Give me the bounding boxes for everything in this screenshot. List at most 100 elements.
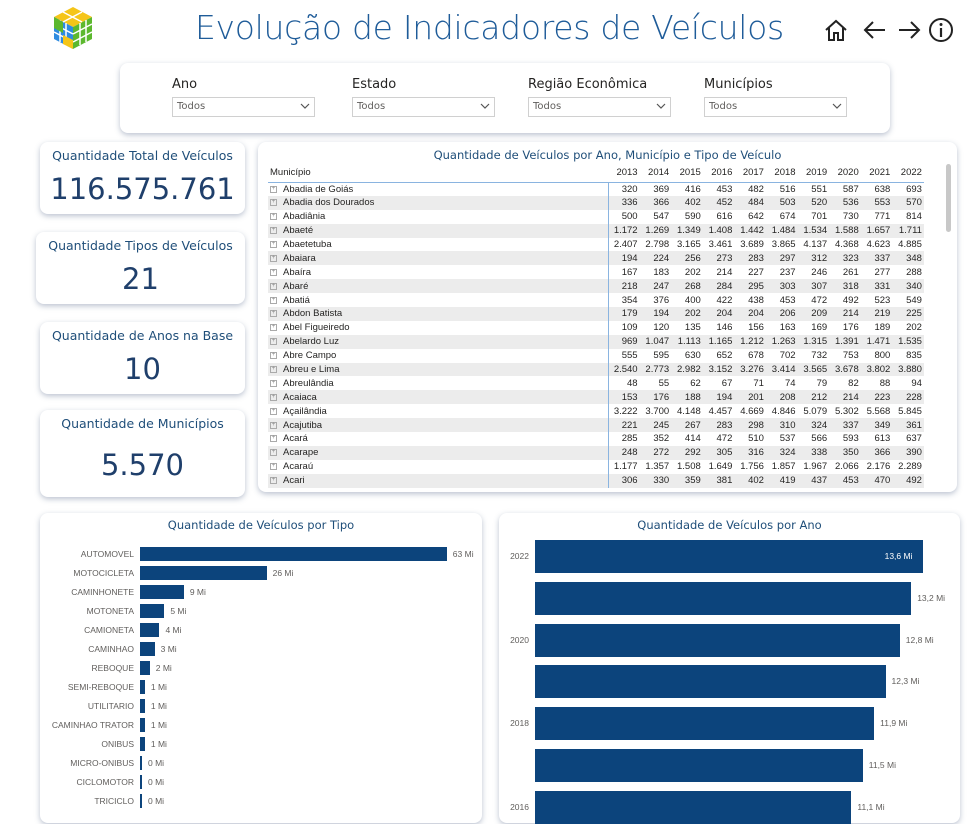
bar-value-label: 1 Mi [150,720,167,730]
arrow-right-icon[interactable] [895,16,923,44]
bar-value-label: 0 Mi [148,758,165,768]
bar[interactable] [535,707,875,741]
value-cell: 3.276 [734,362,766,377]
expand-icon[interactable]: + [270,296,277,304]
value-cell: 4.457 [708,405,733,417]
value-cell: 376 [653,294,670,306]
value-cell: 62 [690,377,701,389]
value-cell: 237 [779,266,796,278]
value-cell: 285 [621,433,638,445]
bar[interactable] [140,547,447,561]
expand-icon[interactable]: + [270,199,277,207]
filter-estado: Estado Todos [352,77,522,117]
municipio-name: Abatiá [283,294,310,306]
column-header-year[interactable]: 2014 [639,164,672,183]
column-header-year[interactable]: 2019 [797,164,830,183]
value-cell: 732 [811,350,828,362]
table-row: + Abel Figueiredo 109 120 135 146 156 163 169 176… [268,320,924,335]
value-cell: 3.565 [797,362,830,377]
expand-icon[interactable]: + [270,449,277,457]
column-header-year[interactable]: 2018 [765,164,798,183]
value-cell: 272 [639,445,672,460]
bar[interactable] [140,585,184,599]
expand-icon[interactable]: + [270,379,277,387]
expand-icon[interactable]: + [270,366,277,373]
value-cell: 3.802 [860,362,893,377]
value-cell: 67 [721,377,733,389]
bar[interactable] [140,661,150,675]
expand-icon[interactable]: + [270,393,277,401]
value-cell: 701 [811,211,828,223]
expand-icon[interactable]: + [270,185,277,193]
expand-icon[interactable]: + [270,310,277,318]
expand-icon[interactable]: + [270,463,277,471]
expand-icon[interactable]: + [270,282,277,290]
expand-icon[interactable]: + [270,254,277,262]
bar[interactable] [535,749,863,782]
municipio-name: Acaraú [283,461,314,473]
home-icon[interactable] [822,16,850,44]
expand-icon[interactable]: + [270,227,277,235]
expand-icon[interactable]: + [270,240,277,248]
municipio-cell: + Abreu e Lima [268,362,609,377]
bar-value-label: 9 Mi [189,587,206,597]
bar[interactable] [140,737,145,751]
column-header-year[interactable]: 2015 [671,164,703,183]
value-cell: 835 [906,350,922,362]
filter-dropdown[interactable]: Todos [528,97,671,117]
expand-icon[interactable]: + [270,352,277,360]
category-label: ONIBUS [101,739,134,749]
bar[interactable] [140,623,160,637]
arrow-left-icon[interactable] [861,16,889,44]
value-cell: 1.263 [765,334,798,349]
expand-icon[interactable]: + [270,477,277,485]
table-row: + Abaeté 1.172 1.269 1.349 1.408 1.442 1.484 1.5… [268,223,924,238]
column-header-municipio[interactable]: Município [268,164,608,183]
expand-icon[interactable]: + [270,421,277,429]
bar[interactable] [140,794,142,808]
column-header-year[interactable]: 2017 [734,164,766,183]
value-cell: 283 [702,418,735,433]
value-cell: 1.269 [639,223,672,238]
bar[interactable] [535,790,852,824]
value-cell: 492 [842,294,859,306]
bar[interactable] [535,581,912,615]
info-icon[interactable] [927,16,955,44]
expand-icon[interactable]: + [270,435,277,443]
filter-dropdown[interactable]: Todos [172,97,315,117]
bar[interactable] [535,540,923,573]
value-cell: 55 [658,377,670,389]
column-header-year[interactable]: 2016 [702,164,735,183]
column-header-year[interactable]: 2013 [608,164,640,183]
kpi-card: Quantidade de Municípios 5.570 [40,410,245,497]
bar[interactable] [140,642,155,656]
bar[interactable] [140,566,267,580]
value-cell: 1.172 [608,223,640,238]
bar[interactable] [535,623,900,657]
bar-value-label: 5 Mi [170,606,187,616]
expand-icon[interactable]: + [270,324,277,332]
expand-icon[interactable]: + [270,407,277,415]
expand-icon[interactable]: + [270,268,277,276]
bar[interactable] [140,604,165,618]
column-header-year[interactable]: 2020 [829,164,861,183]
value-cell: 1.756 [740,461,764,473]
bar[interactable] [140,699,145,713]
table-header-row: Município 2013 2014 2015 2016 2017 2018 2019 202… [268,164,924,183]
filter-dropdown[interactable]: Todos [352,97,495,117]
table-scrollbar[interactable] [946,164,951,232]
bar[interactable] [140,718,145,732]
expand-icon[interactable]: + [270,213,277,221]
bar[interactable] [535,665,886,699]
bar[interactable] [140,756,142,770]
filter-dropdown[interactable]: Todos [704,97,847,117]
column-header-year[interactable]: 2021 [860,164,893,183]
value-cell: 188 [671,390,703,405]
expand-icon[interactable]: + [270,338,277,346]
category-label: SEMI-REBOQUE [67,682,134,692]
bar[interactable] [140,680,145,694]
column-header-year[interactable]: 2022 [892,164,924,183]
value-cell: 228 [892,390,924,405]
value-cell: 4.885 [898,239,922,250]
bar[interactable] [140,775,142,789]
